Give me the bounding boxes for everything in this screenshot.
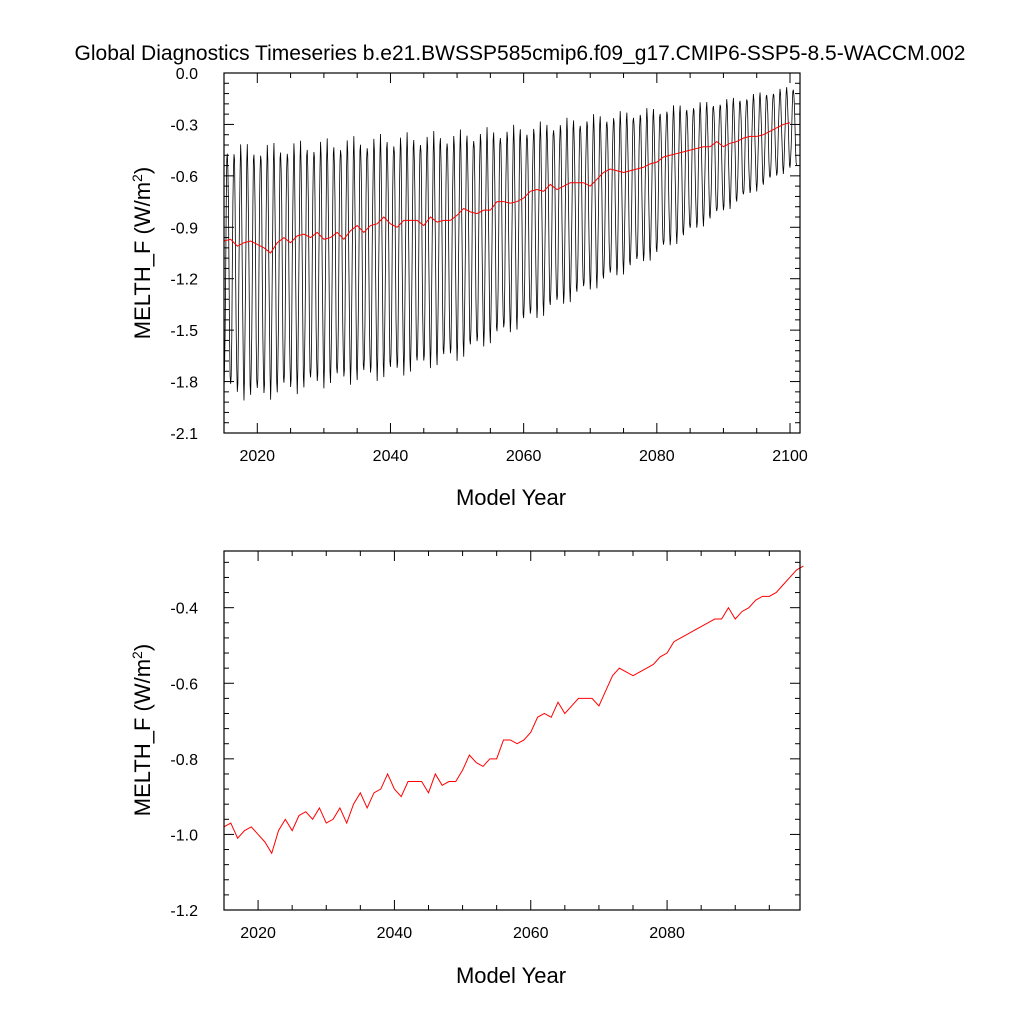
top-y-tick-label: -1.2 [170, 272, 198, 289]
figure-title: Global Diagnostics Timeseries b.e21.BWSS… [75, 42, 966, 65]
bottom-y-tick-label: -1.0 [170, 827, 198, 844]
top-y-tick-label: -0.6 [170, 169, 198, 186]
top-y-tick-label: -0.3 [170, 117, 198, 134]
top-x-tick-label: 2080 [639, 448, 675, 465]
bottom-plot-area [223, 565, 804, 855]
top-y-axis-title: MELTH_F (W/m2) [129, 167, 155, 339]
top-x-tick-label: 2100 [772, 448, 808, 465]
top-plot-area [223, 87, 798, 401]
top-monthly-series-line [223, 87, 798, 401]
top-y-tick-label: -2.1 [170, 426, 198, 443]
top-y-tick-label: -1.8 [170, 375, 198, 392]
top-plot-frame [223, 72, 801, 434]
bottom-y-axis-title-close: ) [130, 644, 155, 651]
top-x-axis-title: Model Year [456, 485, 566, 510]
top-y-axis-title-close: ) [130, 167, 155, 174]
bottom-x-tick-label: 2040 [377, 925, 413, 942]
top-y-tick-label: -1.5 [170, 323, 198, 340]
bottom-x-axis-title: Model Year [456, 963, 566, 988]
bottom-y-tick-label: -1.2 [170, 903, 198, 920]
bottom-y-tick-label: -0.4 [170, 601, 198, 618]
top-chart: 2020 2040 2060 2080 2100 0.0 -0.3 -0.6 -0.9 -1.2 -… [129, 66, 808, 510]
top-y-tick-label: -0.9 [170, 220, 198, 237]
top-x-tick-label: 2020 [239, 448, 275, 465]
top-axes: 2020 2040 2060 2080 2100 0.0 -0.3 -0.6 -0.9 -1.2 -… [170, 66, 807, 465]
top-x-tick-label: 2060 [506, 448, 542, 465]
bottom-x-tick-label: 2020 [240, 925, 276, 942]
top-y-axis-title-main: MELTH_F (W/m [130, 182, 155, 339]
bottom-x-tick-label: 2060 [513, 925, 549, 942]
bottom-y-axis-title: MELTH_F (W/m2) [129, 644, 155, 816]
top-annual-mean-series-line [223, 122, 791, 254]
bottom-chart: 2020 2040 2060 2080 -0.4 -0.6 -0.8 -1.0 -1.2 Mod… [129, 550, 804, 988]
bottom-plot-frame [223, 550, 801, 911]
bottom-y-tick-label: -0.8 [170, 752, 198, 769]
bottom-y-axis-title-main: MELTH_F (W/m [130, 659, 155, 816]
bottom-x-tick-label: 2080 [649, 925, 685, 942]
bottom-annual-mean-series-line [223, 565, 804, 855]
bottom-y-axis-title-sup: 2 [129, 651, 145, 659]
top-y-tick-label: 0.0 [176, 66, 198, 83]
top-y-axis-title-sup: 2 [129, 174, 145, 182]
bottom-y-tick-label: -0.6 [170, 676, 198, 693]
top-x-tick-label: 2040 [373, 448, 409, 465]
bottom-axes: 2020 2040 2060 2080 -0.4 -0.6 -0.8 -1.0 -1.2 [170, 550, 801, 942]
